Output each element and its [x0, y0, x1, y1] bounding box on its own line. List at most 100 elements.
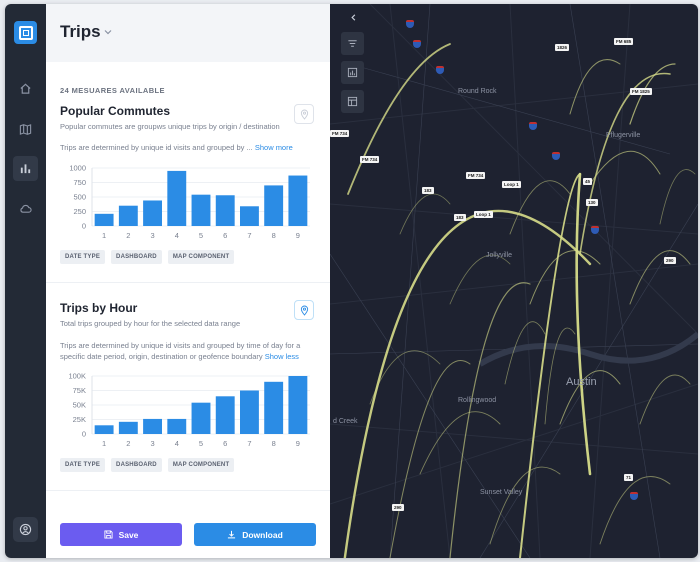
x-tick-label: 2 [126, 231, 130, 240]
user-icon[interactable] [13, 517, 38, 542]
bar[interactable] [264, 185, 284, 226]
divider [46, 282, 330, 283]
tag-map-component[interactable]: MAP COMPONENT [167, 250, 235, 264]
city-label: Jollyville [486, 252, 513, 259]
highway-label: 130 [586, 199, 598, 206]
bar[interactable] [239, 390, 259, 435]
y-tick-label: 0 [82, 430, 86, 439]
map-icon[interactable] [13, 117, 38, 142]
chart-tool-button[interactable] [341, 61, 364, 84]
bar[interactable] [94, 213, 114, 226]
location-pin-icon[interactable] [294, 300, 314, 320]
download-label: Download [242, 529, 283, 540]
bar[interactable] [118, 421, 138, 434]
bar[interactable] [118, 205, 138, 226]
filter-icon [348, 40, 357, 47]
bar[interactable] [143, 418, 163, 434]
y-tick-label: 25K [73, 415, 86, 424]
bar[interactable] [288, 376, 308, 434]
cloud-icon[interactable] [13, 196, 38, 221]
highway-label: FM 685 [614, 38, 634, 45]
location-pin-icon[interactable] [294, 104, 314, 124]
city-label: Rollingwood [458, 397, 497, 404]
y-tick-label: 0 [82, 222, 86, 231]
highway-label: FM 734 [330, 130, 350, 137]
tag-date-type[interactable]: DATE TYPE [60, 458, 106, 472]
bar[interactable] [239, 206, 259, 226]
x-tick-label: 6 [223, 439, 227, 448]
table-icon [347, 96, 358, 107]
trip-arc [599, 476, 671, 545]
trip-arc [347, 43, 451, 195]
highway-label: 290 [392, 504, 404, 511]
map-view[interactable]: Round Rock Pflugerville Austin Rollingwo… [330, 4, 698, 558]
panel-header: Trips [46, 4, 330, 62]
highway-label: Loop 1 [474, 211, 493, 218]
bar[interactable] [143, 200, 163, 226]
trip-arc [589, 150, 661, 185]
interstate-shield-icon [436, 66, 444, 74]
table-tool-button[interactable] [341, 90, 364, 113]
chevron-down-icon[interactable] [103, 27, 113, 37]
highway-label: Loop 1 [502, 181, 521, 188]
card-title-popular-commutes: Popular Commutes [60, 104, 171, 118]
tag-dashboard[interactable]: DASHBOARD [111, 458, 162, 472]
bar[interactable] [167, 170, 187, 226]
popular-commutes-chart: 1000 750 500 250 0 1 2 3 4 5 6 7 8 9 [69, 164, 310, 240]
highway-label: FM 734 [360, 156, 380, 163]
page-title: Trips [60, 22, 101, 41]
tag-date-type[interactable]: DATE TYPE [60, 250, 106, 264]
card-description-text: Trips are determined by unique id visits… [60, 341, 301, 361]
collapse-panel-button[interactable] [344, 8, 362, 26]
x-tick-label: 1 [102, 231, 106, 240]
city-label: d Creek [333, 418, 358, 425]
chart-icon[interactable] [13, 156, 38, 181]
show-less-link[interactable]: Show less [264, 352, 299, 361]
trip-arc [504, 321, 546, 385]
tag-dashboard[interactable]: DASHBOARD [111, 250, 162, 264]
bar[interactable] [167, 418, 187, 434]
logo-icon[interactable] [14, 21, 37, 44]
x-tick-label: 5 [199, 231, 203, 240]
highway-label: 45 [583, 178, 593, 185]
bar[interactable] [215, 195, 235, 226]
city-label: Austin [566, 376, 597, 388]
map-canvas[interactable] [330, 4, 698, 558]
trip-arc [489, 466, 561, 545]
trip-arc [399, 193, 451, 235]
card-tags: DATE TYPE DASHBOARD MAP COMPONENT [60, 458, 235, 472]
download-button[interactable]: Download [194, 523, 316, 546]
trip-arc [529, 250, 601, 305]
save-button[interactable]: Save [60, 523, 182, 546]
bar[interactable] [215, 396, 235, 434]
bar[interactable] [288, 175, 308, 226]
y-tick-label: 50K [73, 401, 86, 410]
filter-button[interactable] [341, 32, 364, 55]
trip-arc [629, 250, 691, 305]
trip-arc [559, 370, 621, 425]
show-more-link[interactable]: Show more [254, 143, 293, 152]
y-tick-label: 500 [73, 193, 86, 202]
bar[interactable] [264, 381, 284, 434]
highway-label: 183 [422, 187, 434, 194]
trip-arc [569, 59, 621, 115]
highway-label: 1826 [555, 44, 570, 51]
trip-arc [519, 173, 581, 558]
card-description: Trips are determined by unique id visits… [60, 142, 312, 153]
x-tick-label: 9 [296, 439, 300, 448]
trip-arc [659, 169, 696, 225]
bar[interactable] [191, 402, 211, 434]
city-label: Round Rock [458, 88, 497, 95]
trip-arc [509, 180, 571, 235]
tag-map-component[interactable]: MAP COMPONENT [167, 458, 235, 472]
bar[interactable] [94, 425, 114, 434]
x-tick-label: 8 [272, 231, 276, 240]
bar[interactable] [191, 194, 211, 226]
trip-arc [343, 209, 592, 558]
highway-label: FM 734 [466, 172, 486, 179]
home-icon[interactable] [13, 76, 38, 101]
divider [46, 490, 330, 491]
x-tick-label: 7 [247, 231, 251, 240]
x-tick-label: 6 [223, 231, 227, 240]
interstate-shield-icon [406, 20, 414, 28]
